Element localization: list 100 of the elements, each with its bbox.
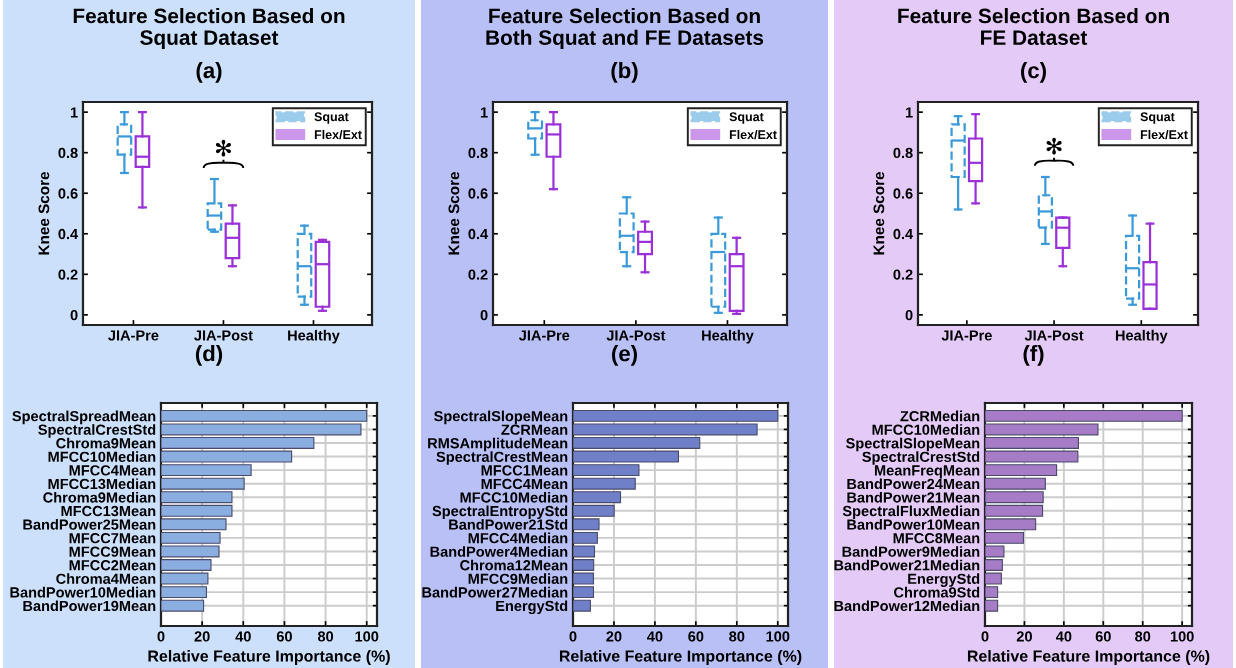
y-tick-label: SpectralSpreadMean xyxy=(12,410,156,425)
y-tick-label: MFCC10Median xyxy=(48,451,156,462)
chart-title: (d) xyxy=(195,345,223,366)
x-tick-label: 0 xyxy=(157,631,165,642)
x-tick-label: 60 xyxy=(276,631,292,642)
y-tick-label: MFCC4Median xyxy=(468,532,568,544)
y-tick-label: MFCC9Mean xyxy=(69,546,156,557)
x-tick-label: Healthy xyxy=(702,329,754,344)
x-tick-label: 80 xyxy=(1135,631,1151,642)
y-tick-label: 1 xyxy=(70,107,78,118)
y-tick-label: BandPower21Median xyxy=(834,559,980,571)
y-tick-label: SpectralFluxMedian xyxy=(842,505,980,520)
y-tick-label: ZCRMean xyxy=(501,424,568,435)
y-tick-label: Chroma9Median xyxy=(43,491,156,503)
y-tick-label: 0.6 xyxy=(893,188,913,199)
x-tick-label: 20 xyxy=(606,631,622,642)
x-tick-label: 0 xyxy=(981,631,989,642)
chart-subtitle: (b) xyxy=(611,62,638,83)
y-tick-label: MFCC7Mean xyxy=(69,532,156,544)
y-axis-title: Knee Score xyxy=(448,171,460,255)
y-tick-label: BandPower25Mean xyxy=(23,519,156,530)
y-tick-label: 1 xyxy=(480,107,488,118)
y-tick-label: EnergyStd xyxy=(908,573,980,587)
x-tick-label: JIA-Pre xyxy=(108,330,159,341)
y-tick-label: MFCC10Median xyxy=(872,424,980,435)
y-tick-label: MFCC10Median xyxy=(460,491,568,503)
x-tick-label: JIA-Pre xyxy=(518,330,570,341)
y-tick-label: Chroma4Mean xyxy=(56,573,156,584)
chart-title: Feature Selection Based on Both Squat and FE Datasets xyxy=(486,8,764,50)
y-tick-label: 0.4 xyxy=(893,228,914,240)
y-tick-label: 0 xyxy=(70,309,78,321)
chart-title: (f) xyxy=(1023,345,1044,366)
y-tick-label: SpectralSlopeMean xyxy=(846,437,980,452)
chart-title: Feature Selection Based on FE Dataset xyxy=(898,8,1169,45)
x-tick-label: 40 xyxy=(1055,631,1072,642)
y-tick-label: BandPower10Median xyxy=(10,586,156,598)
y-tick-label: 0.2 xyxy=(893,269,913,280)
bar xyxy=(573,599,591,612)
x-tick-label: 80 xyxy=(317,631,334,642)
x-tick-label: 20 xyxy=(1016,631,1032,642)
y-tick-label: BandPower9Median xyxy=(842,546,980,557)
y-tick-label: 0 xyxy=(905,309,913,321)
x-tick-label: 40 xyxy=(235,631,251,642)
y-tick-label: 0.6 xyxy=(468,188,488,199)
y-tick-label: 0 xyxy=(480,309,488,321)
x-tick-label: 80 xyxy=(729,631,745,642)
x-tick-label: 100 xyxy=(766,631,790,642)
y-tick-label: SpectralCrestStd xyxy=(38,424,156,438)
y-tick-label: BandPower12Median xyxy=(834,600,980,612)
legend-label: Flex/Ext xyxy=(729,129,777,140)
chart-subtitle: (a) xyxy=(196,62,222,83)
y-tick-label: BandPower27Median xyxy=(422,586,568,598)
y-tick-label: MFCC2Mean xyxy=(69,560,156,571)
legend-label: Squat xyxy=(1140,112,1175,124)
y-tick-label: 0.2 xyxy=(58,269,78,280)
bar xyxy=(161,599,205,612)
annotation: ✻ xyxy=(215,139,231,157)
y-tick-label: MFCC13Median xyxy=(48,478,156,490)
x-tick-label: Healthy xyxy=(288,329,340,344)
x-tick-label: 0 xyxy=(569,631,577,642)
y-tick-label: EnergyStd xyxy=(496,600,568,615)
y-axis-title: Knee Score xyxy=(873,171,885,255)
y-tick-label: RMSAmplitudeMean xyxy=(428,437,568,452)
x-tick-label: 60 xyxy=(688,631,704,642)
y-tick-label: SpectralSlopeMean xyxy=(434,410,568,425)
x-tick-label: JIA-Post xyxy=(1024,330,1084,341)
y-tick-label: 0.6 xyxy=(58,188,78,199)
legend-label: Squat xyxy=(314,112,349,124)
legend-label: Flex/Ext xyxy=(1140,129,1188,140)
x-tick-label: JIA-Post xyxy=(194,330,253,341)
legend-label: Flex/Ext xyxy=(314,129,362,140)
x-tick-label: 60 xyxy=(1095,631,1111,642)
chart-title: Feature Selection Based on Squat Dataset xyxy=(73,8,345,50)
y-tick-label: 0.8 xyxy=(893,147,913,159)
y-tick-label: 0.8 xyxy=(468,147,488,159)
y-tick-label: ZCRMedian xyxy=(900,410,980,422)
y-tick-label: 0.4 xyxy=(58,228,79,240)
y-tick-label: MFCC1Mean xyxy=(481,465,568,476)
y-tick-label: MFCC4Mean xyxy=(481,478,568,490)
x-tick-label: JIA-Pre xyxy=(941,330,992,341)
x-tick-label: 40 xyxy=(647,631,663,642)
x-tick-label: 20 xyxy=(194,631,210,642)
chart-title: (e) xyxy=(612,345,637,366)
y-tick-label: MFCC13Mean xyxy=(61,505,156,517)
y-tick-label: SpectralCrestMean xyxy=(436,451,568,465)
y-tick-label: BandPower21Mean xyxy=(847,491,980,503)
x-axis-title: Relative Feature Importance (%) xyxy=(967,650,1210,665)
x-tick-label: Healthy xyxy=(1115,329,1168,344)
y-tick-label: MFCC4Mean xyxy=(69,465,156,476)
y-tick-label: BandPower24Mean xyxy=(847,478,980,490)
y-tick-label: Chroma9Mean xyxy=(56,437,156,449)
legend-label: Squat xyxy=(729,112,764,124)
y-tick-label: 1 xyxy=(905,107,913,118)
y-tick-label: 0.8 xyxy=(58,147,78,159)
x-axis-title: Relative Feature Importance (%) xyxy=(148,650,390,665)
y-tick-label: SpectralCrestStd xyxy=(862,451,980,465)
y-tick-label: MFCC8Mean xyxy=(893,532,980,544)
annotation: ✻ xyxy=(1046,137,1062,155)
y-tick-label: MeanFreqMean xyxy=(874,465,980,479)
y-tick-label: 0.4 xyxy=(468,228,489,240)
